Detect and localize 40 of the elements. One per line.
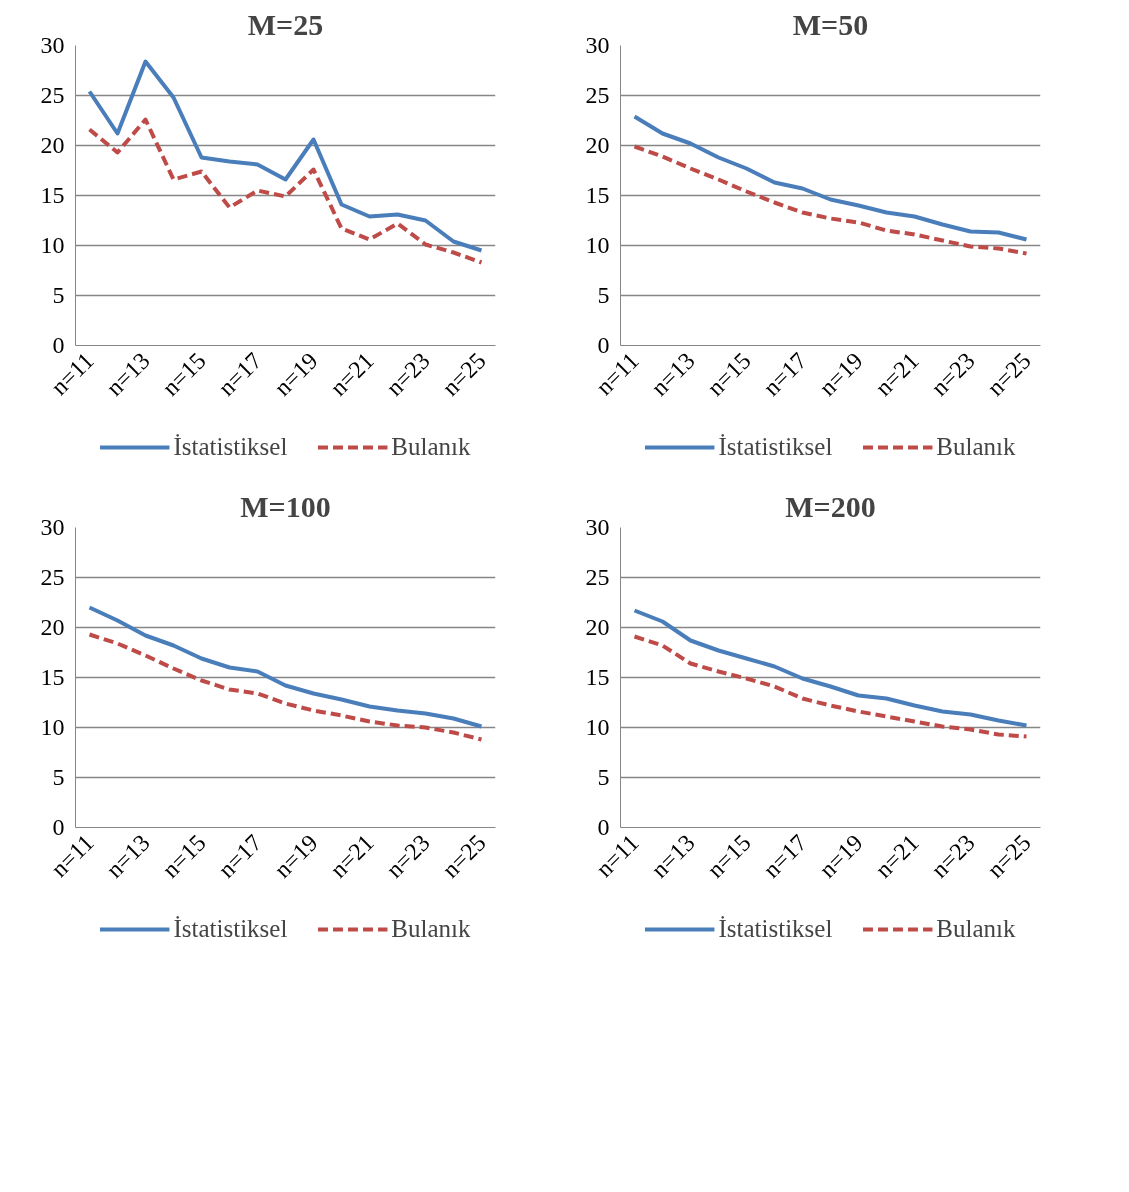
y-tick-label: 30 <box>585 32 610 58</box>
y-tick-label: 25 <box>40 82 65 108</box>
legend-label: İstatistiksel <box>173 433 288 461</box>
y-tick-label: 10 <box>585 232 610 258</box>
y-tick-label: 10 <box>585 714 610 740</box>
y-tick-label: 15 <box>40 182 65 208</box>
legend-label: Bulanık <box>936 433 1016 461</box>
y-tick-label: 5 <box>52 282 65 308</box>
y-tick-label: 20 <box>40 614 65 640</box>
chart-title: M=200 <box>785 489 876 523</box>
y-tick-label: 10 <box>40 714 65 740</box>
legend-label: İstatistiksel <box>718 915 833 943</box>
y-tick-label: 20 <box>585 132 610 158</box>
y-tick-label: 15 <box>585 182 610 208</box>
y-tick-label: 5 <box>52 764 65 790</box>
y-tick-label: 0 <box>597 332 610 358</box>
y-tick-label: 20 <box>40 132 65 158</box>
legend-label: Bulanık <box>391 915 471 943</box>
legend-label: İstatistiksel <box>173 915 288 943</box>
y-tick-label: 30 <box>40 514 65 540</box>
legend-label: Bulanık <box>391 433 471 461</box>
y-tick-label: 25 <box>585 564 610 590</box>
y-tick-label: 0 <box>597 814 610 840</box>
y-tick-label: 30 <box>585 514 610 540</box>
chart-title: M=50 <box>792 7 869 41</box>
y-tick-label: 25 <box>585 82 610 108</box>
y-tick-label: 15 <box>585 664 610 690</box>
legend-label: Bulanık <box>936 915 1016 943</box>
y-tick-label: 5 <box>597 282 610 308</box>
chart-title: M=25 <box>247 7 324 41</box>
chart-title: M=100 <box>240 489 331 523</box>
y-tick-label: 10 <box>40 232 65 258</box>
legend-label: İstatistiksel <box>718 433 833 461</box>
y-tick-label: 0 <box>52 332 65 358</box>
y-tick-label: 20 <box>585 614 610 640</box>
y-tick-label: 0 <box>52 814 65 840</box>
y-tick-label: 30 <box>40 32 65 58</box>
y-tick-label: 5 <box>597 764 610 790</box>
y-tick-label: 15 <box>40 664 65 690</box>
y-tick-label: 25 <box>40 564 65 590</box>
